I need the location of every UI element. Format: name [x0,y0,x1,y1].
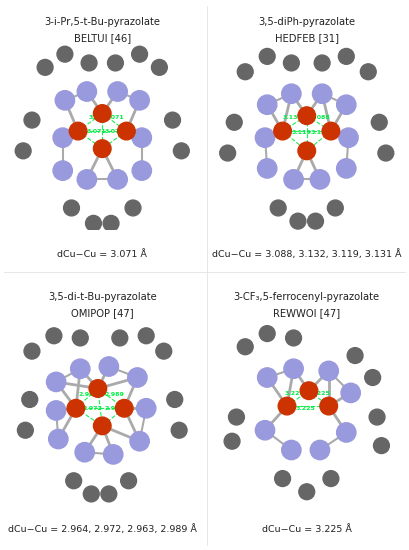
Text: d⁠Cu−Cu = 3.225 Å: d⁠Cu−Cu = 3.225 Å [262,525,352,534]
Text: d⁠Cu−Cu = 2.964, 2.972, 2.963, 2.989 Å: d⁠Cu−Cu = 2.964, 2.972, 2.963, 2.989 Å [8,524,197,534]
Text: d⁠Cu−Cu = 3.071 Å: d⁠Cu−Cu = 3.071 Å [57,250,147,259]
Text: 3,5-diPh-pyrazolate: 3,5-diPh-pyrazolate [258,18,355,28]
Text: BELTUI [46]: BELTUI [46] [74,33,131,43]
Text: d⁠Cu−Cu = 3.088, 3.132, 3.119, 3.131 Å: d⁠Cu−Cu = 3.088, 3.132, 3.119, 3.131 Å [212,249,402,259]
Text: 3-i-Pr,5-t-Bu-pyrazolate: 3-i-Pr,5-t-Bu-pyrazolate [44,18,160,28]
Text: REWWOI [47]: REWWOI [47] [273,308,340,318]
Text: HEDFEB [31]: HEDFEB [31] [275,33,339,43]
Text: 3-CF₃,5-ferrocenyl-pyrazolate: 3-CF₃,5-ferrocenyl-pyrazolate [234,293,380,303]
Text: OMIPOP [47]: OMIPOP [47] [71,308,134,318]
Text: 3,5-di-t-Bu-pyrazolate: 3,5-di-t-Bu-pyrazolate [48,293,157,303]
